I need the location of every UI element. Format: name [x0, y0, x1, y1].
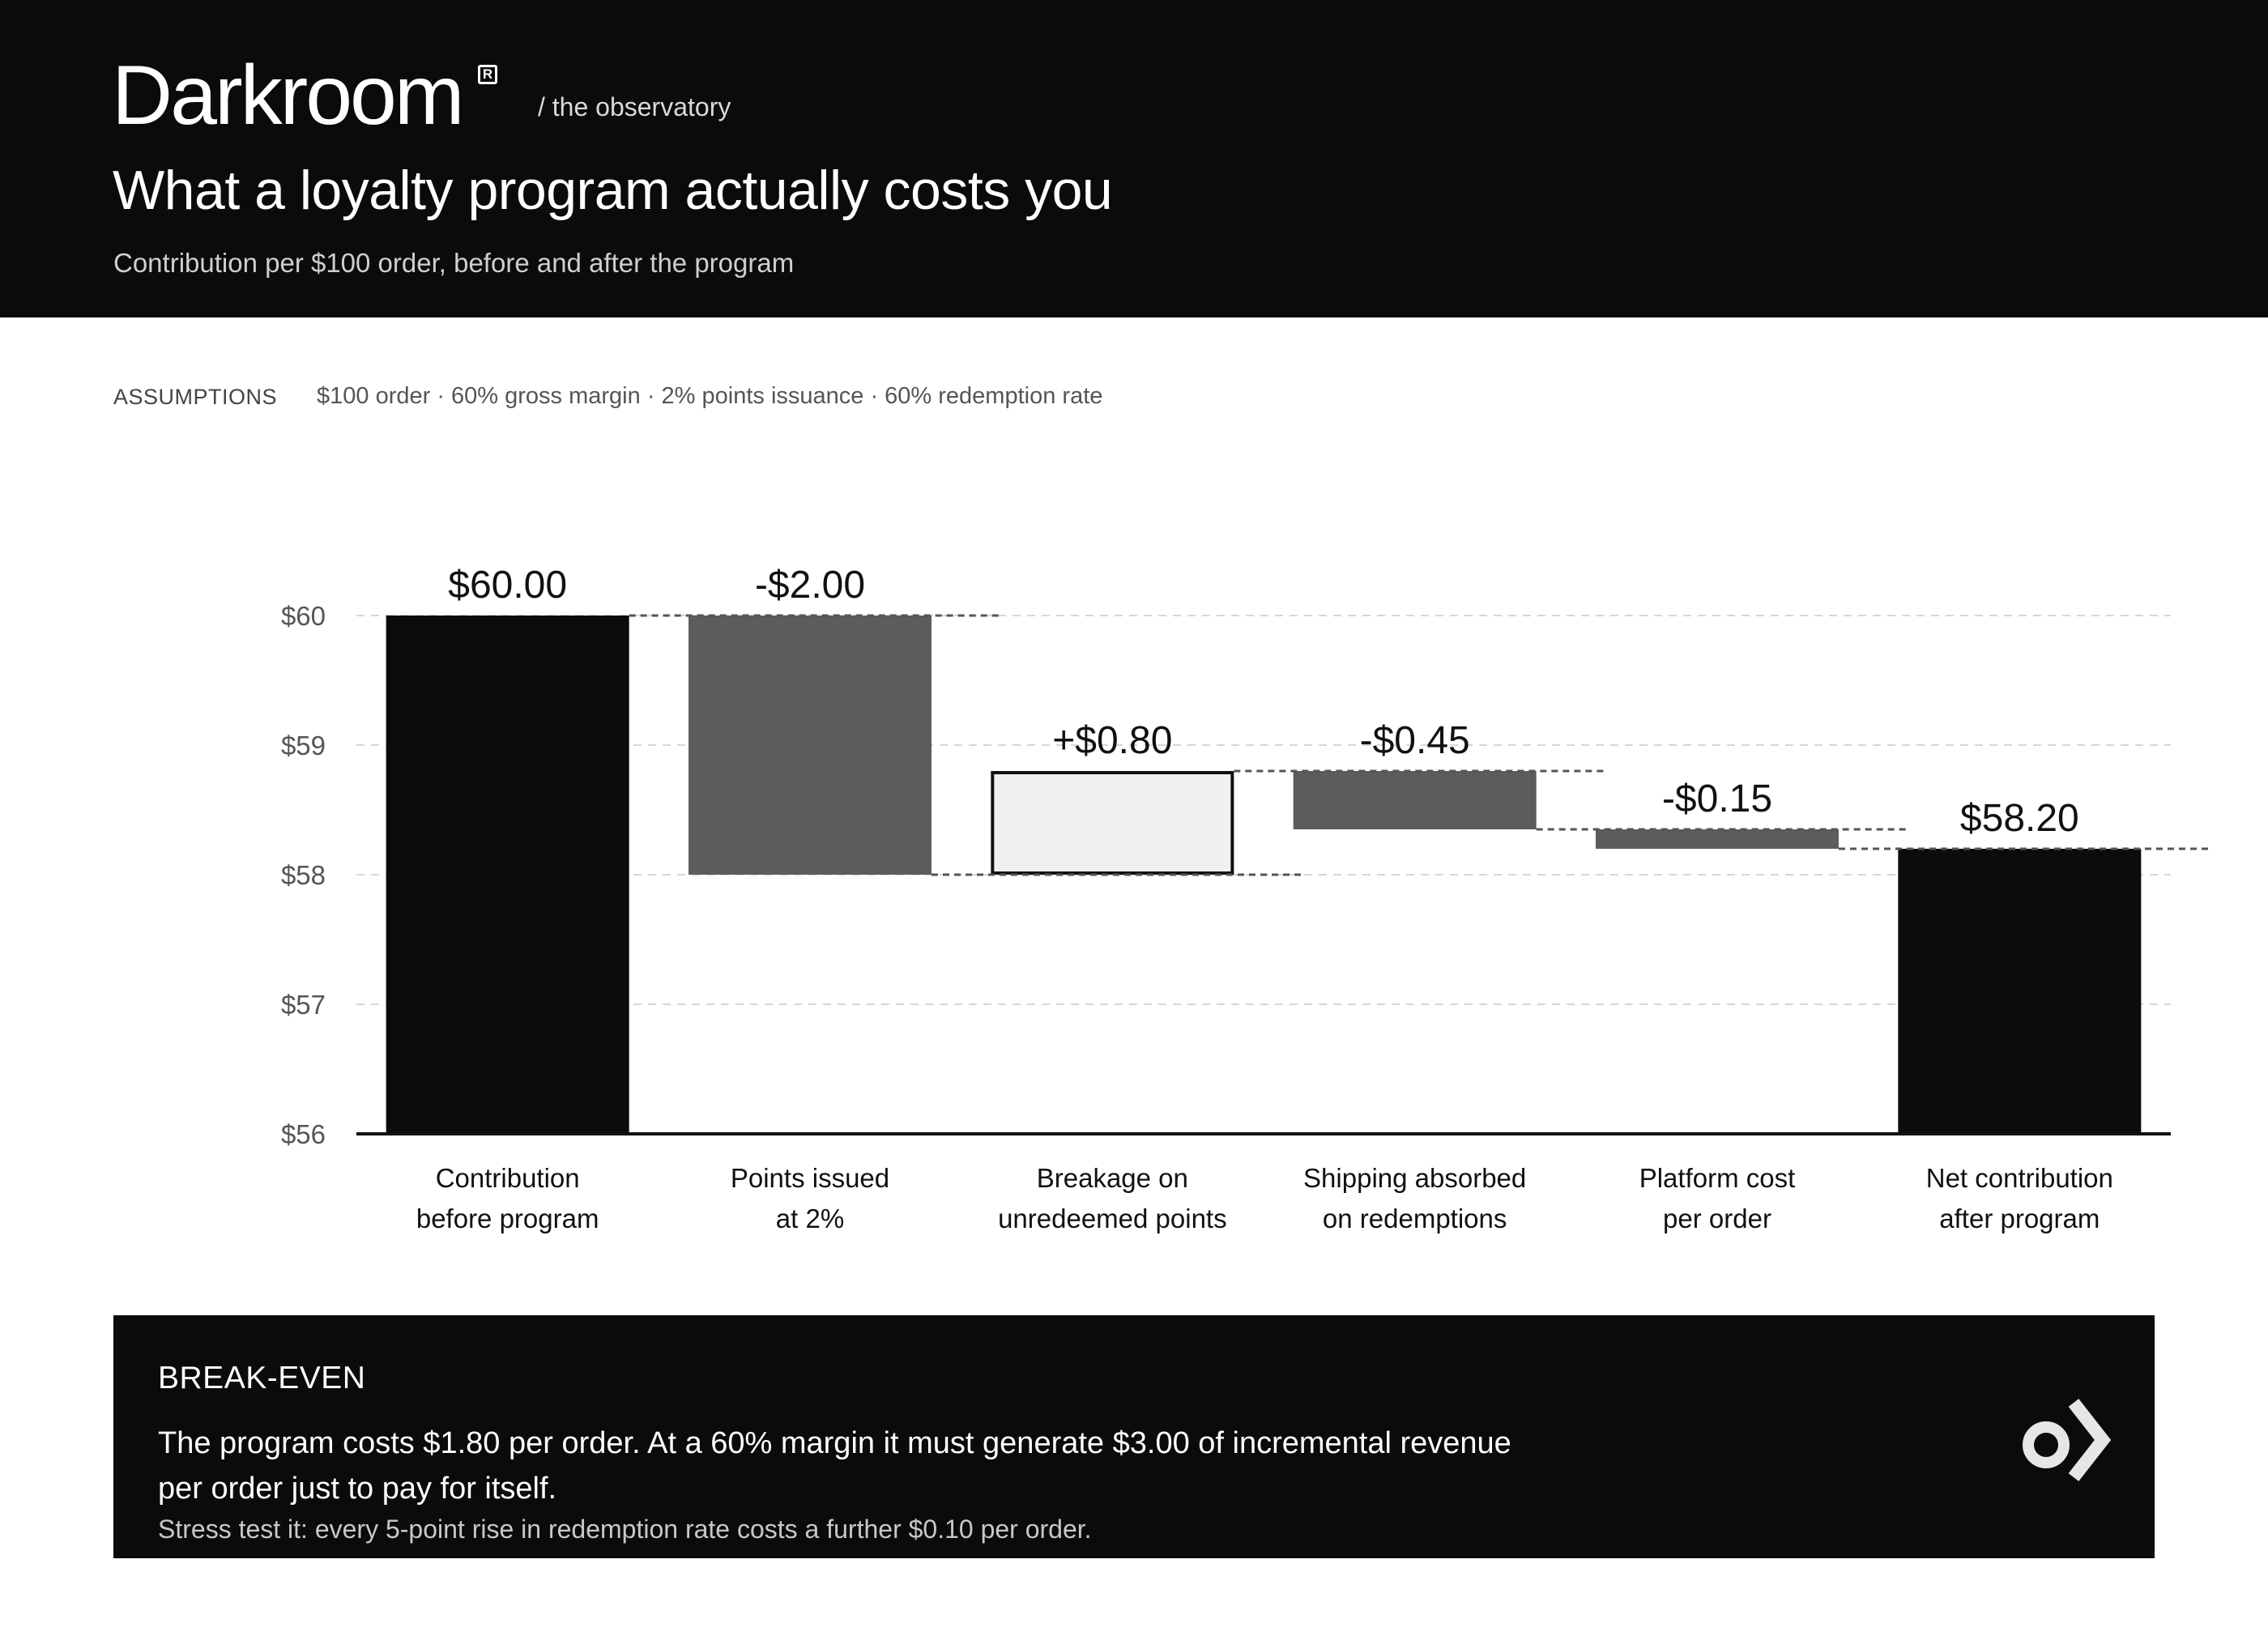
assumptions-label: ASSUMPTIONS: [113, 385, 278, 409]
x-tick-label: Net contribution: [1926, 1163, 2113, 1193]
decrease-bar: [688, 616, 932, 875]
break-even-callout: BREAK-EVEN The program costs $1.80 per o…: [113, 1315, 2155, 1558]
x-tick-label: Points issued: [731, 1163, 889, 1193]
y-tick-label: $60: [281, 601, 326, 631]
assumptions-text: $100 order · 60% gross margin · 2% point…: [317, 383, 1103, 409]
data-label: $58.20: [1960, 797, 2079, 840]
brand-tagline: / the observatory: [538, 92, 731, 121]
page-subtitle: Contribution per $100 order, before and …: [113, 248, 795, 278]
x-tick-label: before program: [416, 1204, 599, 1233]
waterfall-chart: $56 $57 $58 $59 $60 $60.00 Contribution before …: [281, 564, 2210, 1233]
data-label: $60.00: [448, 564, 567, 607]
x-tick-label: Contribution: [436, 1163, 580, 1193]
data-label: -$0.45: [1360, 719, 1470, 762]
brand-logo: Darkroom: [112, 49, 465, 143]
page-title: What a loyalty program actually costs yo…: [113, 160, 1113, 221]
total-bar: [386, 616, 629, 1134]
x-tick-label: Shipping absorbed: [1303, 1163, 1526, 1193]
y-tick-label: $58: [281, 860, 326, 890]
decrease-bar: [1596, 829, 1839, 849]
x-tick-label: at 2%: [776, 1204, 844, 1233]
callout-label: BREAK-EVEN: [158, 1361, 366, 1395]
data-label: -$0.15: [1662, 778, 1772, 820]
callout-body: The program costs $1.80 per order. At a …: [158, 1426, 1511, 1506]
decrease-bar: [1293, 771, 1537, 829]
y-tick-label: $59: [281, 731, 326, 760]
darkroom-logo-icon: [2023, 1399, 2112, 1481]
x-tick-label: on redemptions: [1323, 1204, 1507, 1233]
registered-mark: R: [478, 65, 497, 84]
x-tick-label: unredeemed points: [998, 1204, 1227, 1233]
data-label: -$2.00: [755, 564, 865, 607]
total-bar: [1898, 849, 2142, 1134]
x-tick-label: Breakage on: [1037, 1163, 1188, 1193]
callout-note: Stress test it: every 5-point rise in re…: [158, 1515, 1092, 1544]
increase-bar: [991, 771, 1234, 875]
x-tick-label: per order: [1663, 1204, 1771, 1233]
x-tick-label: after program: [1939, 1204, 2100, 1233]
header: Darkroom R / the observatory What a loya…: [0, 0, 2268, 317]
data-label: +$0.80: [1052, 719, 1172, 762]
x-tick-label: Platform cost: [1639, 1163, 1796, 1193]
y-tick-label: $56: [281, 1119, 326, 1149]
y-tick-label: $57: [281, 990, 326, 1020]
